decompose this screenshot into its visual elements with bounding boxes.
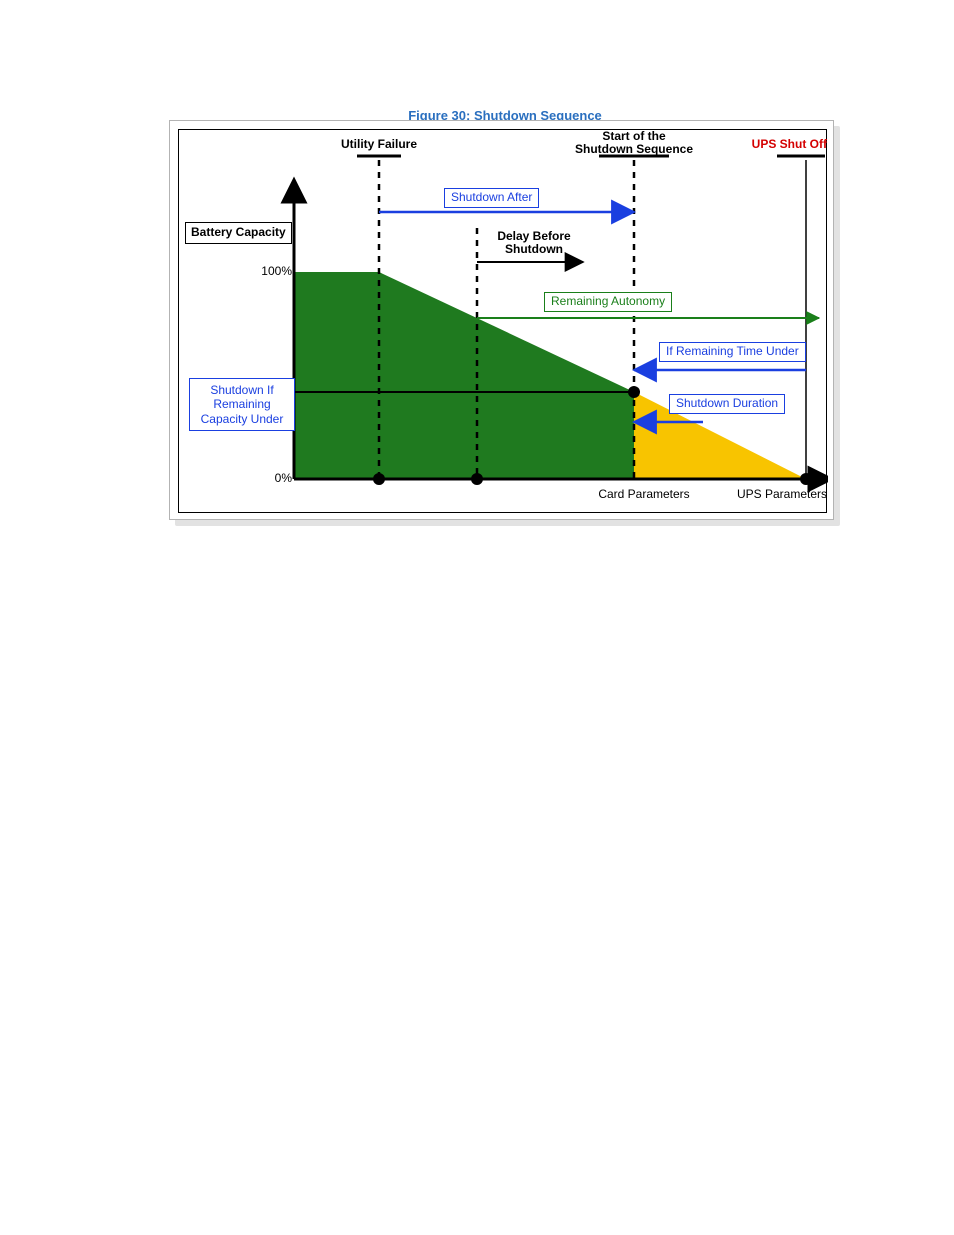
label-remaining-autonomy: Remaining Autonomy (544, 292, 672, 312)
label-shutdown-duration: Shutdown Duration (669, 394, 785, 414)
diagram-inner: Utility Failure Start of the Shutdown Se… (178, 129, 827, 513)
label-utility-failure: Utility Failure (329, 138, 429, 152)
dot-start-shutdown (628, 386, 640, 398)
label-ups-parameters: UPS Parameters (727, 488, 837, 502)
dot-utility-failure (373, 473, 385, 485)
label-shutdown-if-capacity: Shutdown If Remaining Capacity Under (189, 378, 295, 431)
dot-delay-before (471, 473, 483, 485)
label-0pct: 0% (264, 472, 292, 486)
diagram-panel: Utility Failure Start of the Shutdown Se… (169, 120, 834, 520)
label-battery-capacity: Battery Capacity (185, 222, 292, 244)
label-delay-before: Delay Before Shutdown (484, 230, 584, 256)
label-shutdown-after: Shutdown After (444, 188, 539, 208)
label-100pct: 100% (254, 265, 292, 279)
dot-ups-shutoff (800, 473, 812, 485)
label-if-remaining-time: If Remaining Time Under (659, 342, 806, 362)
label-ups-shutoff: UPS Shut Off (739, 138, 827, 152)
page: Figure 30: Shutdown Sequence (0, 0, 954, 1235)
label-card-parameters: Card Parameters (589, 488, 699, 502)
label-start-shutdown: Start of the Shutdown Sequence (569, 130, 699, 156)
